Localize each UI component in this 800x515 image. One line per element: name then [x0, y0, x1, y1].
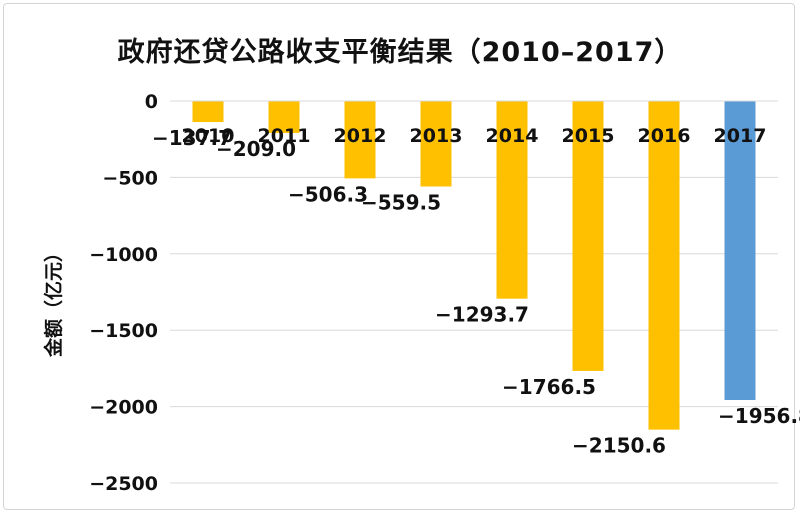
category-label: 2010: [182, 125, 235, 147]
y-tick-label: −2500: [89, 473, 158, 495]
data-label: −2150.6: [572, 434, 666, 458]
y-tick-label: −500: [102, 167, 158, 189]
data-label: −137.7: [152, 126, 232, 150]
y-tick-label: −1500: [89, 320, 158, 342]
y-axis-title: 金额（亿元）: [42, 243, 65, 358]
bar: [648, 101, 680, 430]
category-label: 2013: [410, 125, 463, 147]
bar: [192, 101, 224, 123]
data-label: −1766.5: [502, 375, 596, 399]
category-label: 2012: [334, 125, 387, 147]
bar: [496, 101, 528, 299]
y-tick-label: 0: [145, 91, 158, 113]
data-label: −209.0: [216, 137, 296, 161]
y-tick-label: −1000: [89, 244, 158, 266]
bar: [268, 101, 300, 133]
category-label: 2011: [258, 125, 311, 147]
bar: [344, 101, 376, 179]
category-label: 2015: [562, 125, 615, 147]
chart-frame: [3, 3, 795, 510]
data-label: −1293.7: [435, 303, 529, 327]
data-label: −1956.8: [718, 404, 800, 428]
y-tick-label: −2000: [89, 397, 158, 419]
data-label: −506.3: [288, 182, 368, 206]
chart-title: 政府还贷公路收支平衡结果（2010–2017）: [117, 37, 683, 68]
category-label: 2017: [714, 125, 767, 147]
category-label: 2016: [638, 125, 691, 147]
bar: [572, 101, 604, 371]
bar: [420, 101, 452, 187]
data-label: −559.5: [361, 190, 441, 214]
bar: [724, 101, 756, 400]
category-label: 2014: [486, 125, 539, 147]
